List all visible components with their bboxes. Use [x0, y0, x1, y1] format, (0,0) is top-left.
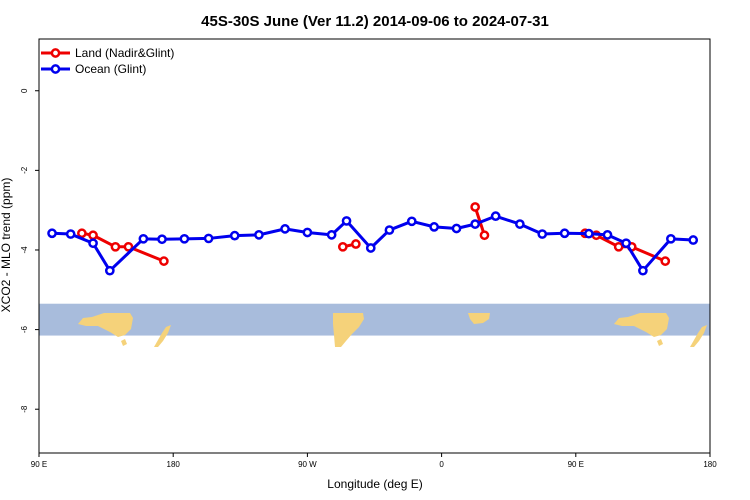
data-point-ocean: [688, 235, 699, 245]
map-land-tasmania-east: [657, 339, 663, 346]
data-point-ocean: [326, 230, 337, 240]
map-land-new-zealand-east: [690, 325, 707, 347]
map-land-south-america: [333, 313, 364, 347]
chart-title: 45S-30S June (Ver 11.2) 2014-09-06 to 20…: [201, 13, 549, 30]
data-point-ocean: [429, 222, 439, 232]
data-point-ocean: [406, 216, 417, 227]
legend: Land (Nadir&Glint) Ocean (Glint): [41, 46, 174, 76]
legend-label-ocean: Ocean (Glint): [75, 62, 146, 76]
legend-marker-land: [50, 48, 61, 58]
data-point-ocean: [602, 230, 613, 240]
x-tick-label: 90 E: [568, 460, 584, 469]
x-tick-label: 180: [703, 460, 717, 469]
series-line-ocean: [51, 214, 694, 273]
data-point-ocean: [341, 216, 352, 226]
data-point-ocean: [451, 223, 462, 234]
data-point-land: [123, 241, 134, 252]
x-tick-label: 90 W: [298, 460, 317, 469]
x-axis-title: Longitude (deg E): [327, 477, 422, 491]
data-point-land: [88, 230, 98, 241]
data-point-land: [110, 241, 121, 252]
world-map-strip: [39, 303, 710, 347]
data-point-land: [613, 241, 624, 252]
data-point-ocean: [138, 233, 149, 244]
data-point-ocean: [638, 265, 648, 276]
data-point-ocean: [490, 211, 501, 221]
y-tick-label: 0: [20, 88, 29, 93]
data-point-ocean: [229, 230, 240, 241]
data-point-land: [159, 256, 169, 266]
data-point-ocean: [384, 225, 395, 235]
data-point-land: [351, 239, 361, 249]
y-tick-label: -6: [20, 325, 29, 333]
map-land-new-zealand: [154, 325, 171, 347]
data-point-land: [470, 202, 480, 212]
map-land-australia: [78, 313, 133, 337]
data-point-ocean: [104, 265, 115, 276]
data-point-ocean: [65, 229, 76, 239]
series-ocean: [47, 211, 699, 276]
data-point-ocean: [157, 234, 167, 245]
legend-marker-ocean: [50, 64, 61, 74]
data-point-ocean: [365, 243, 376, 253]
y-axis: 0 -2 -4 -6 -8: [20, 88, 39, 413]
y-axis-title: XCO2 - MLO trend (ppm): [0, 178, 13, 313]
data-point-ocean: [537, 229, 548, 239]
data-point-ocean: [666, 233, 676, 244]
map-land-south-africa: [468, 313, 490, 324]
y-tick-label: -8: [20, 405, 29, 413]
data-point-land: [479, 230, 490, 241]
x-tick-label: 0: [439, 460, 444, 469]
map-ocean: [39, 303, 710, 336]
x-tick-label: 180: [167, 460, 181, 469]
data-point-ocean: [254, 230, 264, 240]
data-point-ocean: [515, 219, 525, 229]
data-point-ocean: [302, 227, 313, 238]
map-land-tasmania: [121, 339, 127, 346]
plot-frame: [38, 38, 711, 454]
data-point-ocean: [559, 228, 570, 239]
data-point-ocean: [621, 238, 631, 249]
y-tick-label: -4: [20, 246, 29, 254]
data-point-ocean: [88, 238, 98, 249]
data-point-ocean: [583, 228, 594, 239]
x-axis: 90 E 180 90 W 0 90 E 180: [31, 453, 717, 469]
data-point-land: [337, 241, 348, 252]
legend-label-land: Land (Nadir&Glint): [75, 46, 174, 60]
data-point-land: [77, 228, 87, 239]
x-tick-label: 90 E: [31, 460, 47, 469]
data-point-land: [660, 256, 671, 266]
data-point-ocean: [47, 228, 57, 239]
data-point-ocean: [179, 233, 190, 244]
data-point-ocean: [203, 233, 214, 244]
series-layer: [47, 202, 699, 276]
data-point-ocean: [470, 219, 480, 229]
map-land-australia-east: [614, 313, 669, 337]
data-point-ocean: [280, 224, 290, 234]
y-tick-label: -2: [20, 166, 29, 174]
